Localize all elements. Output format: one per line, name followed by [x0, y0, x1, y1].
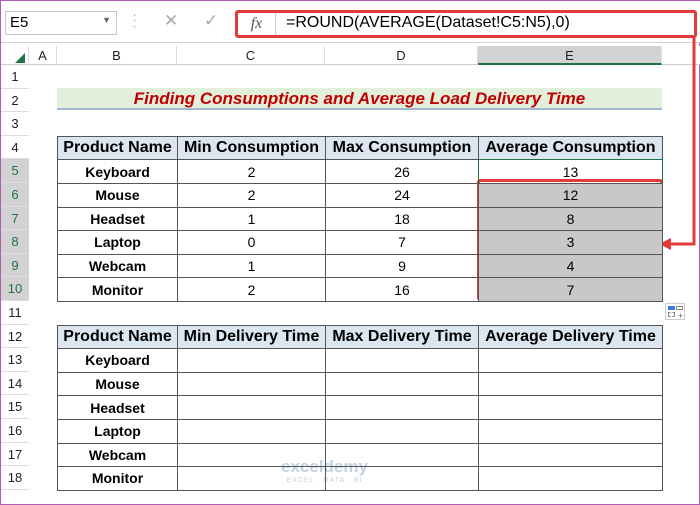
table-cell[interactable]: 8 [478, 206, 663, 232]
table-cell[interactable]: 3 [478, 230, 663, 255]
table-cell[interactable]: Mouse [57, 371, 178, 397]
row-header-18[interactable]: 18 [1, 466, 29, 490]
table-cell[interactable]: Headset [57, 206, 178, 232]
row-header-14[interactable]: 14 [1, 371, 29, 396]
formula-highlight-box: fx =ROUND(AVERAGE(Dataset!C5:N5),0) [235, 10, 697, 38]
table-cell[interactable]: Monitor [57, 466, 178, 491]
table-cell[interactable] [325, 442, 479, 468]
table-cell[interactable]: Mouse [57, 183, 178, 208]
table-cell[interactable] [177, 348, 326, 373]
table-cell[interactable]: 26 [325, 159, 479, 184]
table-header-cell[interactable]: Min Delivery Time [177, 324, 326, 350]
table-header-cell[interactable]: Product Name [57, 135, 178, 161]
row-header-5[interactable]: 5 [1, 159, 29, 183]
table-cell[interactable] [478, 395, 663, 420]
row-header-17[interactable]: 17 [1, 442, 29, 467]
table-cell[interactable]: Laptop [57, 419, 178, 444]
column-header-B[interactable]: B [57, 46, 177, 65]
row-header-3[interactable]: 3 [1, 112, 29, 136]
table-cell[interactable]: 13 [478, 159, 663, 184]
table-header-cell[interactable]: Max Delivery Time [325, 324, 479, 350]
table-cell[interactable] [478, 442, 663, 468]
highlight-arrow [659, 36, 696, 250]
table-cell[interactable] [325, 395, 479, 420]
drag-handle-icon[interactable]: ⋮ [126, 11, 143, 30]
table-cell[interactable]: 2 [177, 277, 326, 302]
table-cell[interactable] [478, 371, 663, 397]
table-cell[interactable]: Keyboard [57, 348, 178, 373]
row-header-8[interactable]: 8 [1, 230, 29, 254]
table-header-cell[interactable]: Product Name [57, 324, 178, 350]
name-box[interactable]: E5 ▼ [5, 11, 117, 35]
row-header-6[interactable]: 6 [1, 183, 29, 207]
table-cell[interactable]: Monitor [57, 277, 178, 302]
table-cell[interactable] [478, 419, 663, 444]
row-header-12[interactable]: 12 [1, 324, 29, 349]
table-cell[interactable]: Laptop [57, 230, 178, 255]
table-header-cell[interactable]: Max Consumption [325, 135, 479, 161]
row-header-9[interactable]: 9 [1, 253, 29, 278]
row-header-1[interactable]: 1 [1, 65, 29, 89]
row-header-7[interactable]: 7 [1, 206, 29, 231]
table-header-cell[interactable]: Average Consumption [478, 135, 663, 161]
table-cell[interactable] [325, 348, 479, 373]
column-header-D[interactable]: D [325, 46, 478, 65]
table-cell[interactable]: 12 [478, 183, 663, 208]
table-cell[interactable]: 2 [177, 183, 326, 208]
select-all-button[interactable] [1, 46, 29, 65]
enter-check-icon[interactable]: ✓ [204, 11, 219, 30]
name-box-value: E5 [10, 14, 29, 31]
table-cell[interactable]: 16 [325, 277, 479, 302]
table-cell[interactable]: 7 [325, 230, 479, 255]
table-cell[interactable] [177, 371, 326, 397]
column-header-A[interactable]: A [29, 46, 57, 65]
table-cell[interactable] [325, 371, 479, 397]
row-header-16[interactable]: 16 [1, 419, 29, 443]
table-cell[interactable] [177, 466, 326, 491]
table-cell[interactable]: 4 [478, 253, 663, 279]
row-header-13[interactable]: 13 [1, 348, 29, 372]
quick-analysis-icon[interactable]: + [665, 303, 685, 321]
cancel-icon[interactable]: ✕ [164, 11, 179, 30]
table-cell[interactable]: 24 [325, 183, 479, 208]
table-cell[interactable]: Keyboard [57, 159, 178, 184]
table-cell[interactable] [177, 419, 326, 444]
insert-function-icon[interactable]: fx [238, 13, 276, 35]
column-header-E[interactable]: E [478, 46, 662, 65]
table-cell[interactable]: 0 [177, 230, 326, 255]
row-header-4[interactable]: 4 [1, 135, 29, 160]
row-header-10[interactable]: 10 [1, 277, 29, 301]
table-cell[interactable] [325, 419, 479, 444]
table-cell[interactable]: Webcam [57, 442, 178, 468]
sheet-title: Finding Consumptions and Average Load De… [57, 88, 662, 110]
table-cell[interactable] [177, 442, 326, 468]
table-cell[interactable] [478, 466, 663, 491]
table-cell[interactable]: Headset [57, 395, 178, 420]
row-header-15[interactable]: 15 [1, 395, 29, 419]
column-header-C[interactable]: C [177, 46, 325, 65]
table-cell[interactable] [325, 466, 479, 491]
table-cell[interactable]: 9 [325, 253, 479, 279]
table-cell[interactable]: 2 [177, 159, 326, 184]
chevron-down-icon[interactable]: ▼ [102, 15, 111, 25]
table-cell[interactable]: Webcam [57, 253, 178, 279]
row-header-11[interactable]: 11 [1, 301, 29, 325]
table-cell[interactable]: 7 [478, 277, 663, 302]
table-header-cell[interactable]: Average Delivery Time [478, 324, 663, 350]
formula-input[interactable]: =ROUND(AVERAGE(Dataset!C5:N5),0) [286, 14, 570, 31]
table-cell[interactable] [177, 395, 326, 420]
table-cell[interactable]: 1 [177, 206, 326, 232]
row-header-2[interactable]: 2 [1, 88, 29, 113]
table-cell[interactable]: 1 [177, 253, 326, 279]
formula-bar-area: E5 ▼ ⋮ ✕ ✓ fx =ROUND(AVERAGE(Dataset!C5:N… [1, 1, 700, 43]
table-cell[interactable] [478, 348, 663, 373]
table-header-cell[interactable]: Min Consumption [177, 135, 326, 161]
table-cell[interactable]: 18 [325, 206, 479, 232]
